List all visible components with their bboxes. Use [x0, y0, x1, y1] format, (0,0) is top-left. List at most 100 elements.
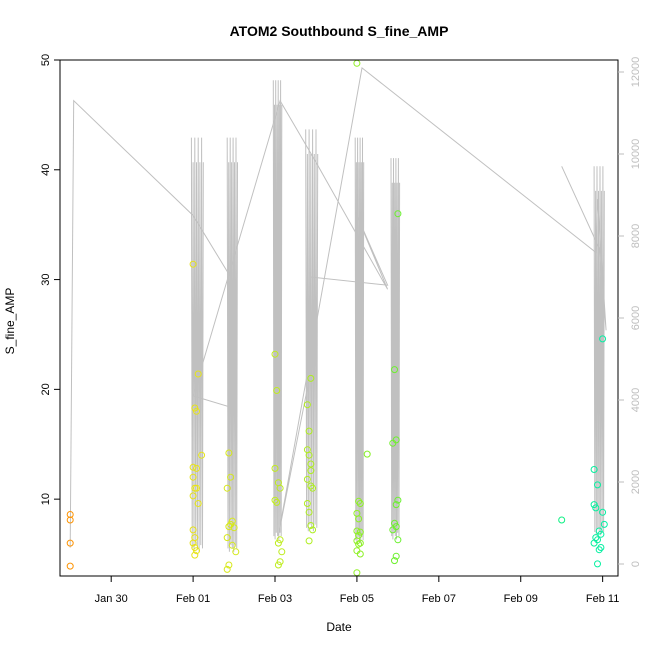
- x-tick-label: Feb 07: [422, 593, 456, 605]
- data-point: [594, 481, 601, 489]
- y2-tick-label: 2000: [630, 470, 642, 494]
- amplitude-line-series: [69, 66, 607, 552]
- data-point: [189, 539, 197, 547]
- data-point: [193, 464, 200, 472]
- data-point: [191, 404, 199, 412]
- data-point: [189, 492, 197, 500]
- data-point: [278, 548, 286, 556]
- data-point: [391, 519, 398, 527]
- line-burst: [272, 80, 283, 540]
- data-point: [590, 466, 598, 473]
- data-point: [305, 451, 313, 459]
- data-point: [389, 439, 397, 447]
- x-tick-label: Feb 03: [258, 593, 292, 605]
- data-point: [305, 508, 313, 516]
- data-point: [189, 526, 197, 534]
- data-point: [276, 536, 284, 544]
- data-point: [271, 496, 279, 504]
- data-point: [225, 449, 233, 457]
- y-tick-label: 20: [40, 383, 52, 395]
- data-point: [599, 508, 607, 516]
- data-point: [273, 498, 281, 506]
- data-point: [273, 387, 281, 394]
- data-point: [355, 497, 363, 505]
- data-point: [193, 484, 200, 492]
- data-point: [307, 460, 315, 468]
- data-point: [394, 536, 402, 544]
- y-axis-right: 0 2000 4000 6000 8000 10000 12000: [618, 57, 642, 567]
- x-tick-label: Feb 05: [340, 593, 374, 605]
- data-point: [355, 515, 363, 523]
- data-point: [356, 528, 364, 536]
- data-point: [353, 527, 361, 535]
- y-axis-label: S_fine_AMP: [3, 288, 17, 355]
- data-point: [225, 561, 233, 569]
- x-tick-label: Feb 01: [176, 593, 210, 605]
- y2-tick-label: 10000: [630, 139, 642, 170]
- data-point: [356, 500, 364, 507]
- data-point: [194, 370, 202, 378]
- y-tick-label: 10: [40, 493, 52, 505]
- data-point: [307, 482, 315, 490]
- data-point: [66, 516, 74, 524]
- line-burst: [354, 137, 365, 544]
- data-point: [274, 539, 282, 547]
- y2-tick-label: 8000: [630, 224, 642, 248]
- x-axis-label: Date: [326, 620, 352, 634]
- data-point: [597, 544, 605, 551]
- data-point: [353, 569, 361, 577]
- data-point: [353, 547, 361, 555]
- data-point: [276, 558, 284, 566]
- data-point: [191, 551, 199, 559]
- y2-tick-label: 4000: [630, 388, 642, 412]
- data-point: [309, 484, 317, 492]
- data-point: [305, 537, 313, 545]
- data-point: [363, 450, 371, 458]
- y-tick-label: 30: [40, 273, 52, 285]
- data-point: [189, 463, 197, 471]
- data-point: [193, 407, 200, 415]
- data-point: [189, 260, 197, 268]
- line-path: [69, 66, 607, 548]
- data-point: [66, 562, 74, 570]
- data-point: [303, 401, 311, 409]
- data-point: [392, 501, 400, 509]
- data-point: [599, 335, 607, 343]
- data-point: [66, 539, 74, 547]
- scatter-points: [66, 59, 608, 577]
- data-point: [600, 520, 608, 528]
- data-point: [193, 547, 200, 555]
- data-point: [391, 366, 398, 374]
- x-tick-label: Jan 30: [95, 593, 128, 605]
- data-point: [389, 526, 397, 534]
- data-point: [305, 427, 313, 435]
- data-point: [356, 550, 364, 558]
- data-point: [194, 500, 202, 507]
- y-tick-label: 40: [40, 164, 52, 176]
- data-point: [223, 534, 231, 542]
- data-point: [303, 475, 311, 483]
- data-point: [590, 539, 598, 547]
- data-point: [353, 59, 361, 67]
- data-point: [223, 565, 231, 573]
- chart-title: ATOM2 Southbound S_fine_AMP: [230, 23, 449, 39]
- y-tick-label: 50: [40, 54, 52, 66]
- data-point: [189, 473, 197, 481]
- data-point: [307, 467, 315, 475]
- data-point: [595, 546, 603, 554]
- data-point: [230, 524, 238, 532]
- data-point: [394, 496, 402, 504]
- data-point: [392, 552, 400, 560]
- data-point: [307, 522, 315, 529]
- data-point: [309, 526, 317, 534]
- x-axis: Jan 30 Feb 01 Feb 03 Feb 05 Feb 07 Feb 09 Feb …: [95, 576, 619, 605]
- data-point: [391, 557, 398, 565]
- data-point: [271, 350, 279, 358]
- data-point: [394, 210, 402, 218]
- data-point: [232, 548, 240, 556]
- data-point: [356, 539, 364, 547]
- data-point: [592, 504, 600, 512]
- data-point: [307, 374, 315, 382]
- data-point: [276, 484, 284, 492]
